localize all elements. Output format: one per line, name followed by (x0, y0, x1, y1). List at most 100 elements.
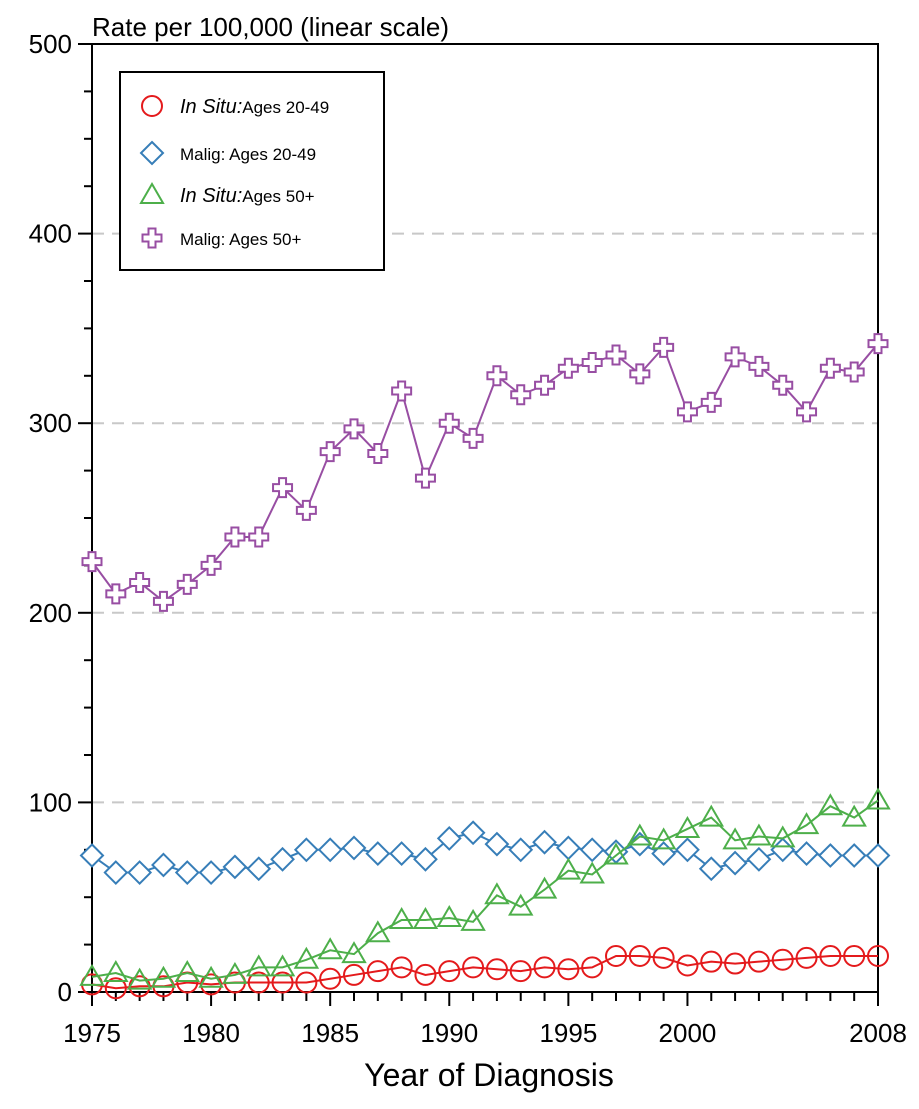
series-line (91, 799, 879, 982)
data-point (603, 842, 629, 865)
data-point (319, 441, 341, 463)
legend-label: Malig: Ages 20-49 (180, 145, 316, 164)
grid-lines (92, 232, 878, 804)
data-point (629, 363, 651, 385)
legend-box (119, 71, 385, 271)
series-line (91, 831, 878, 874)
legend-label-italic: In Situ: (180, 96, 242, 118)
data-point (390, 956, 413, 979)
data-point (126, 967, 153, 990)
x-tick-label: 1975 (63, 1018, 121, 1048)
data-point (484, 831, 510, 857)
data-point (486, 365, 508, 387)
data-point (557, 357, 579, 379)
data-point (531, 876, 558, 899)
legend-marker (139, 140, 165, 166)
data-point (771, 948, 794, 971)
data-point (414, 963, 437, 986)
legend-marker (141, 227, 163, 249)
data-point (272, 477, 294, 499)
data-point (507, 893, 534, 916)
legend-label-rest: Ages 50+ (242, 187, 314, 206)
legend-label-italic: In Situ: (180, 185, 242, 207)
data-point (200, 554, 222, 576)
data-point (605, 944, 627, 967)
legend-label: In Situ:Ages 20-49 (180, 96, 329, 118)
data-point (293, 837, 319, 863)
data-point (79, 963, 105, 986)
legend-label-rest: Ages 20-49 (242, 98, 329, 117)
x-tick-label: 2000 (659, 1018, 717, 1048)
data-point (795, 946, 818, 969)
data-point (460, 908, 486, 931)
data-point (865, 787, 891, 810)
data-point (769, 825, 796, 848)
data-point (103, 960, 129, 983)
data-point (841, 843, 867, 868)
data-point (865, 843, 891, 868)
data-point (700, 391, 722, 413)
x-tick-label: 1990 (420, 1018, 478, 1048)
legend-label: Malig: Ages 50+ (180, 230, 302, 249)
data-point (462, 956, 485, 979)
data-point (651, 841, 677, 867)
y-tick-label: 200 (29, 598, 72, 628)
data-point (819, 357, 841, 379)
data-point (724, 346, 746, 368)
data-point (675, 837, 700, 863)
series-line (91, 342, 879, 603)
data-point (484, 882, 510, 905)
y-tick-label: 300 (29, 408, 72, 438)
data-point (747, 950, 770, 973)
data-point (341, 835, 367, 861)
data-point (412, 906, 439, 929)
data-point (79, 843, 105, 868)
data-point (555, 835, 581, 861)
data-point (317, 837, 343, 863)
data-point (462, 427, 484, 449)
data-point (698, 856, 724, 882)
data-point (867, 944, 889, 967)
data-point (81, 551, 103, 573)
data-point (722, 850, 748, 876)
data-point (581, 956, 604, 979)
data-point (555, 857, 582, 880)
data-point (224, 526, 246, 548)
data-point (127, 860, 153, 885)
x-tick-label: 1985 (301, 1018, 359, 1048)
data-point (343, 963, 365, 986)
data-point (650, 827, 677, 850)
data-point (579, 837, 605, 863)
data-point (198, 860, 224, 885)
data-point (341, 941, 367, 964)
y-tick-label: 500 (29, 29, 72, 59)
x-axis-label: Year of Diagnosis (364, 1057, 614, 1093)
series-3 (79, 787, 891, 990)
data-point (653, 336, 675, 358)
chart-title: Rate per 100,000 (linear scale) (92, 12, 449, 42)
data-point (724, 952, 747, 975)
data-point (841, 804, 867, 827)
series-2 (79, 820, 891, 885)
x-tick-label: 1995 (539, 1018, 597, 1048)
data-point (579, 861, 605, 884)
data-point (295, 971, 318, 994)
data-point (129, 571, 151, 593)
data-point (605, 344, 627, 366)
series-4 (81, 333, 889, 612)
data-point (722, 827, 748, 850)
data-point (843, 944, 866, 967)
data-point (295, 499, 317, 521)
data-point (151, 852, 176, 878)
data-point (793, 812, 820, 835)
data-point (794, 841, 819, 867)
data-point (198, 965, 224, 988)
data-point (245, 954, 272, 977)
data-point (436, 826, 462, 851)
data-point (269, 954, 296, 977)
data-point (319, 967, 342, 990)
legend-label: In Situ:Ages 50+ (180, 185, 315, 207)
